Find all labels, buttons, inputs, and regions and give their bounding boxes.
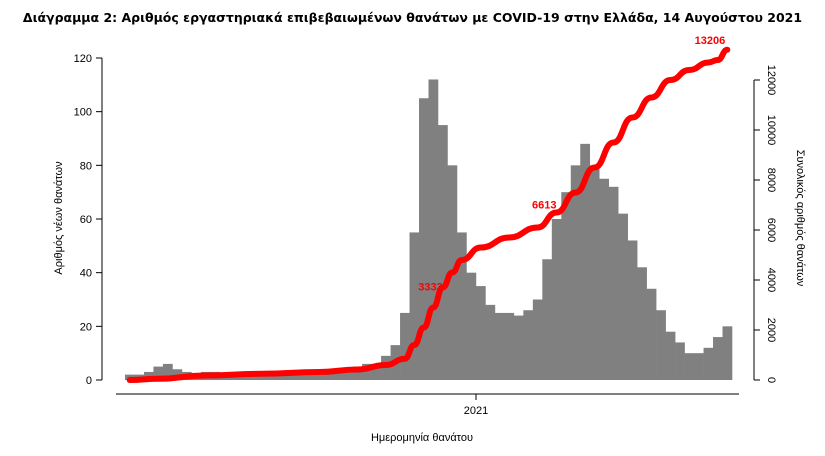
annotation-label: 3333 (418, 282, 442, 294)
bar (362, 363, 372, 380)
bar (305, 371, 315, 380)
left-axis: 0 20 40 60 80 100 120 (74, 53, 103, 387)
y2-tick-label: 12000 (765, 65, 777, 96)
bottom-axis: 2021 (116, 393, 739, 417)
y-axis-title: Αριθμός νέων θανάτων (53, 161, 65, 275)
bar (675, 342, 685, 380)
bar (608, 186, 619, 380)
y-tick-label: 120 (74, 53, 92, 65)
y2-axis-title: Συνολικός αριθμός θανάτων (794, 150, 806, 287)
bar (437, 125, 448, 380)
bar (599, 178, 609, 380)
bar (314, 371, 325, 380)
right-axis: 0 2000 4000 6000 8000 10000 12000 (753, 65, 777, 383)
chart-title: Διάγραμμα 2: Αριθμός εργαστηριακά επιβεβ… (22, 10, 803, 25)
annotation-label: 6613 (532, 200, 556, 212)
bar (532, 299, 543, 380)
bar (162, 363, 173, 380)
bar (333, 369, 344, 380)
bar (409, 232, 420, 380)
bar (703, 347, 714, 380)
bar (324, 371, 334, 380)
bar (371, 363, 382, 380)
bar (466, 272, 477, 380)
bar (523, 310, 534, 380)
bar (153, 366, 164, 380)
y-tick-label: 20 (80, 321, 92, 333)
bar (656, 310, 666, 380)
bar (286, 374, 297, 380)
annotations-layer: 13206 6613 3333 (418, 35, 725, 294)
bar (257, 374, 268, 380)
bar (561, 192, 572, 380)
bar (589, 165, 600, 380)
bar (618, 213, 628, 380)
bar (352, 366, 363, 380)
y2-tick-label: 4000 (765, 268, 777, 292)
x-axis-title: Ημερομηνία θανάτου (371, 432, 473, 444)
bar (428, 79, 439, 380)
bar (172, 369, 183, 380)
bar (267, 374, 278, 380)
bar (637, 267, 647, 380)
annotation-label: 13206 (695, 35, 726, 47)
bar (513, 315, 524, 380)
bar (456, 232, 467, 380)
y-tick-label: 80 (80, 160, 92, 172)
bar (419, 98, 429, 380)
bar (684, 353, 695, 380)
bar (570, 165, 581, 380)
x-tick-label: 2021 (464, 405, 488, 417)
cumulative-line-layer (126, 46, 731, 383)
bar (542, 259, 553, 380)
bar (580, 143, 591, 380)
bar (694, 353, 704, 380)
y2-tick-label: 8000 (765, 168, 777, 192)
bar (485, 304, 496, 380)
bar (665, 331, 676, 380)
bars-layer (125, 79, 733, 380)
bar (713, 337, 723, 380)
cumulative-deaths-line (126, 46, 731, 383)
y-tick-label: 100 (74, 107, 92, 119)
bar (295, 374, 306, 380)
bar (494, 312, 505, 380)
bar (627, 240, 638, 380)
y-tick-label: 0 (86, 375, 92, 387)
y-tick-label: 40 (80, 268, 92, 280)
bar (343, 369, 353, 380)
bar (504, 312, 515, 380)
bar (400, 312, 410, 380)
y2-tick-label: 0 (765, 377, 777, 383)
y2-tick-label: 2000 (765, 318, 777, 342)
y2-tick-label: 10000 (765, 115, 777, 146)
bar (646, 288, 657, 380)
bar (551, 219, 562, 380)
y-tick-label: 60 (80, 214, 92, 226)
bar (143, 371, 154, 380)
y2-tick-label: 6000 (765, 218, 777, 242)
bar (475, 286, 486, 380)
bar (722, 326, 733, 380)
